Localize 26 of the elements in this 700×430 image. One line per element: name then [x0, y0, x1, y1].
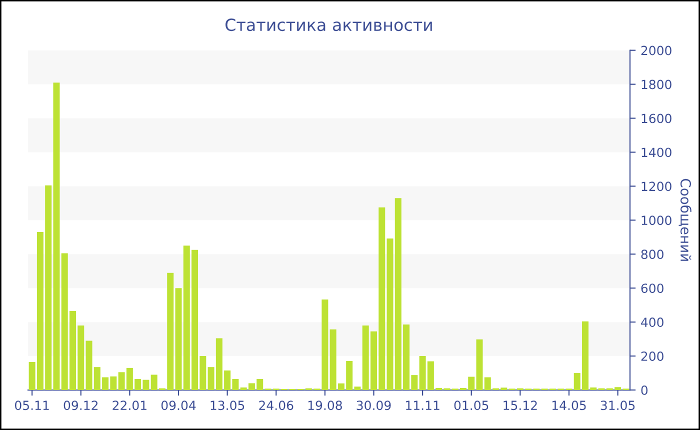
y-tick-label: 1200	[642, 182, 672, 192]
y-tick-label: 1800	[642, 80, 672, 90]
y-tick-label: 0	[641, 385, 648, 395]
y-tick-label: 1000	[642, 216, 672, 226]
x-tick-label: 14.05	[552, 400, 586, 410]
x-tick-label: 01.05	[454, 400, 488, 410]
y-tick-label: 800	[641, 250, 664, 260]
x-tick-label: 22.01	[112, 400, 146, 410]
chart-title: Статистика активности	[226, 18, 432, 32]
x-tick-label: 19.08	[308, 400, 342, 410]
y-tick-label: 1600	[642, 114, 672, 124]
y-tick-label: 2000	[641, 46, 672, 56]
x-tick-label: 09.12	[64, 400, 98, 410]
x-tick-label: 15.12	[504, 400, 537, 410]
y-tick-label: 1400	[642, 148, 672, 158]
x-tick-label: 05.11	[15, 400, 49, 410]
x-tick-label: 11.11	[406, 400, 440, 410]
y-axis-title: Сообщений	[678, 178, 692, 261]
x-tick-label: 09.04	[161, 400, 196, 410]
y-tick-label: 200	[641, 352, 664, 361]
x-tick-label: 24.06	[259, 400, 294, 410]
y-tick-label: 400	[641, 318, 664, 327]
x-tick-label: 30.09	[356, 400, 391, 410]
x-tick-label: 13.05	[210, 400, 244, 410]
x-tick-label: 31.05	[600, 400, 635, 410]
y-tick-label: 600	[641, 284, 664, 294]
